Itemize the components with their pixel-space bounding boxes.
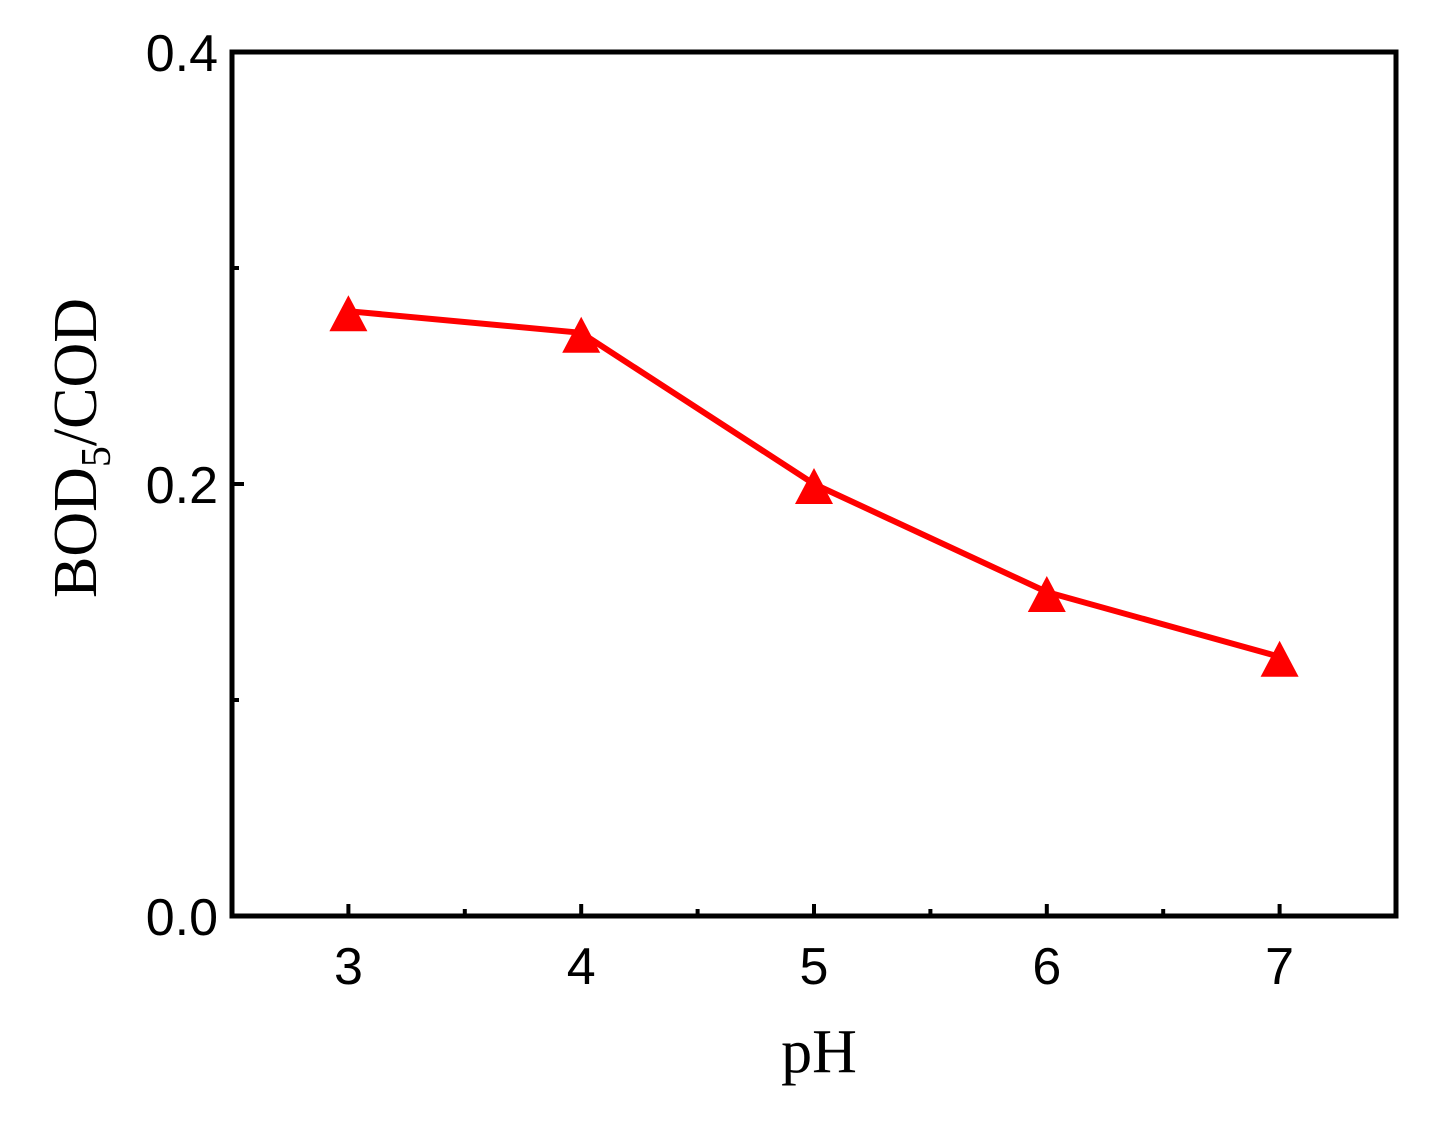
x-tick-label: 3 bbox=[334, 938, 363, 996]
axis-ticks bbox=[232, 50, 1282, 918]
data-point-triangle bbox=[329, 295, 368, 332]
y-axis-title-suffix: /COD bbox=[42, 298, 110, 446]
data-series bbox=[329, 295, 1299, 677]
y-tick-label: 0.2 bbox=[146, 457, 218, 515]
x-tick-label: 4 bbox=[567, 938, 596, 996]
data-point-triangle bbox=[562, 316, 601, 353]
tick-labels: 3 4 5 6 7 0.0 0.2 0.4 bbox=[146, 25, 1294, 996]
x-axis-title: pH bbox=[781, 1018, 857, 1086]
x-tick-label: 7 bbox=[1265, 938, 1294, 996]
data-point-triangle bbox=[1027, 576, 1066, 612]
data-point-triangle bbox=[795, 468, 833, 504]
y-axis-title: BOD5/COD bbox=[42, 298, 120, 598]
y-tick-label: 0.0 bbox=[146, 889, 218, 947]
y-axis-title-main: BOD bbox=[42, 467, 110, 598]
x-tick-label: 6 bbox=[1032, 938, 1061, 996]
x-tick-label: 5 bbox=[800, 938, 829, 996]
y-tick-label: 0.4 bbox=[146, 25, 218, 83]
y-axis-title-subscript: 5 bbox=[74, 446, 120, 467]
data-point-triangle bbox=[1260, 640, 1299, 677]
